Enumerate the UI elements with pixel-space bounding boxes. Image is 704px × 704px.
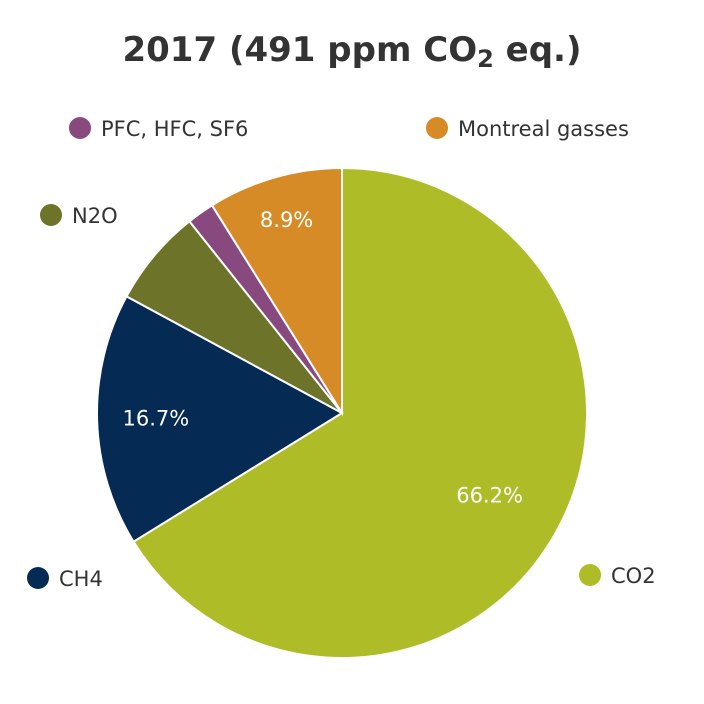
slice-label-ch4: 16.7% xyxy=(123,406,190,430)
chart-title-subscript: 2 xyxy=(477,45,494,73)
chart-title: 2017 (491 ppm CO2 eq.) xyxy=(0,30,704,73)
legend-label-ch4: CH4 xyxy=(59,567,103,591)
chart-title-prefix: 2017 (491 ppm CO xyxy=(122,30,478,70)
legend-marker-n2o xyxy=(40,204,62,226)
legend-marker-ch4 xyxy=(27,567,49,589)
slice-montreal-gasses xyxy=(210,166,343,417)
chart-title-suffix: eq.) xyxy=(493,30,582,70)
legend-label-co2: CO2 xyxy=(611,564,656,588)
slice-labels-layer: 66.2% 16.7% 8.9% xyxy=(123,208,523,508)
slice-ch4 xyxy=(96,294,344,544)
slice-label-montreal-gasses: 8.9% xyxy=(260,208,313,232)
legend-layer: CO2 CH4 N2O PFC, HFC, SF6 Montreal gasses xyxy=(27,117,656,591)
slice-co2 xyxy=(132,166,588,659)
legend-label-n2o: N2O xyxy=(72,204,118,228)
slices-layer xyxy=(96,166,588,659)
legend-marker-co2 xyxy=(579,564,601,586)
slice-label-co2: 66.2% xyxy=(456,483,523,507)
legend-label-montreal-gasses: Montreal gasses xyxy=(458,117,629,141)
legend-marker-montreal-gasses xyxy=(426,117,448,139)
legend-marker-pfc-hfc-sf6 xyxy=(69,117,91,139)
legend-label-pfc-hfc-sf6: PFC, HFC, SF6 xyxy=(101,117,248,141)
